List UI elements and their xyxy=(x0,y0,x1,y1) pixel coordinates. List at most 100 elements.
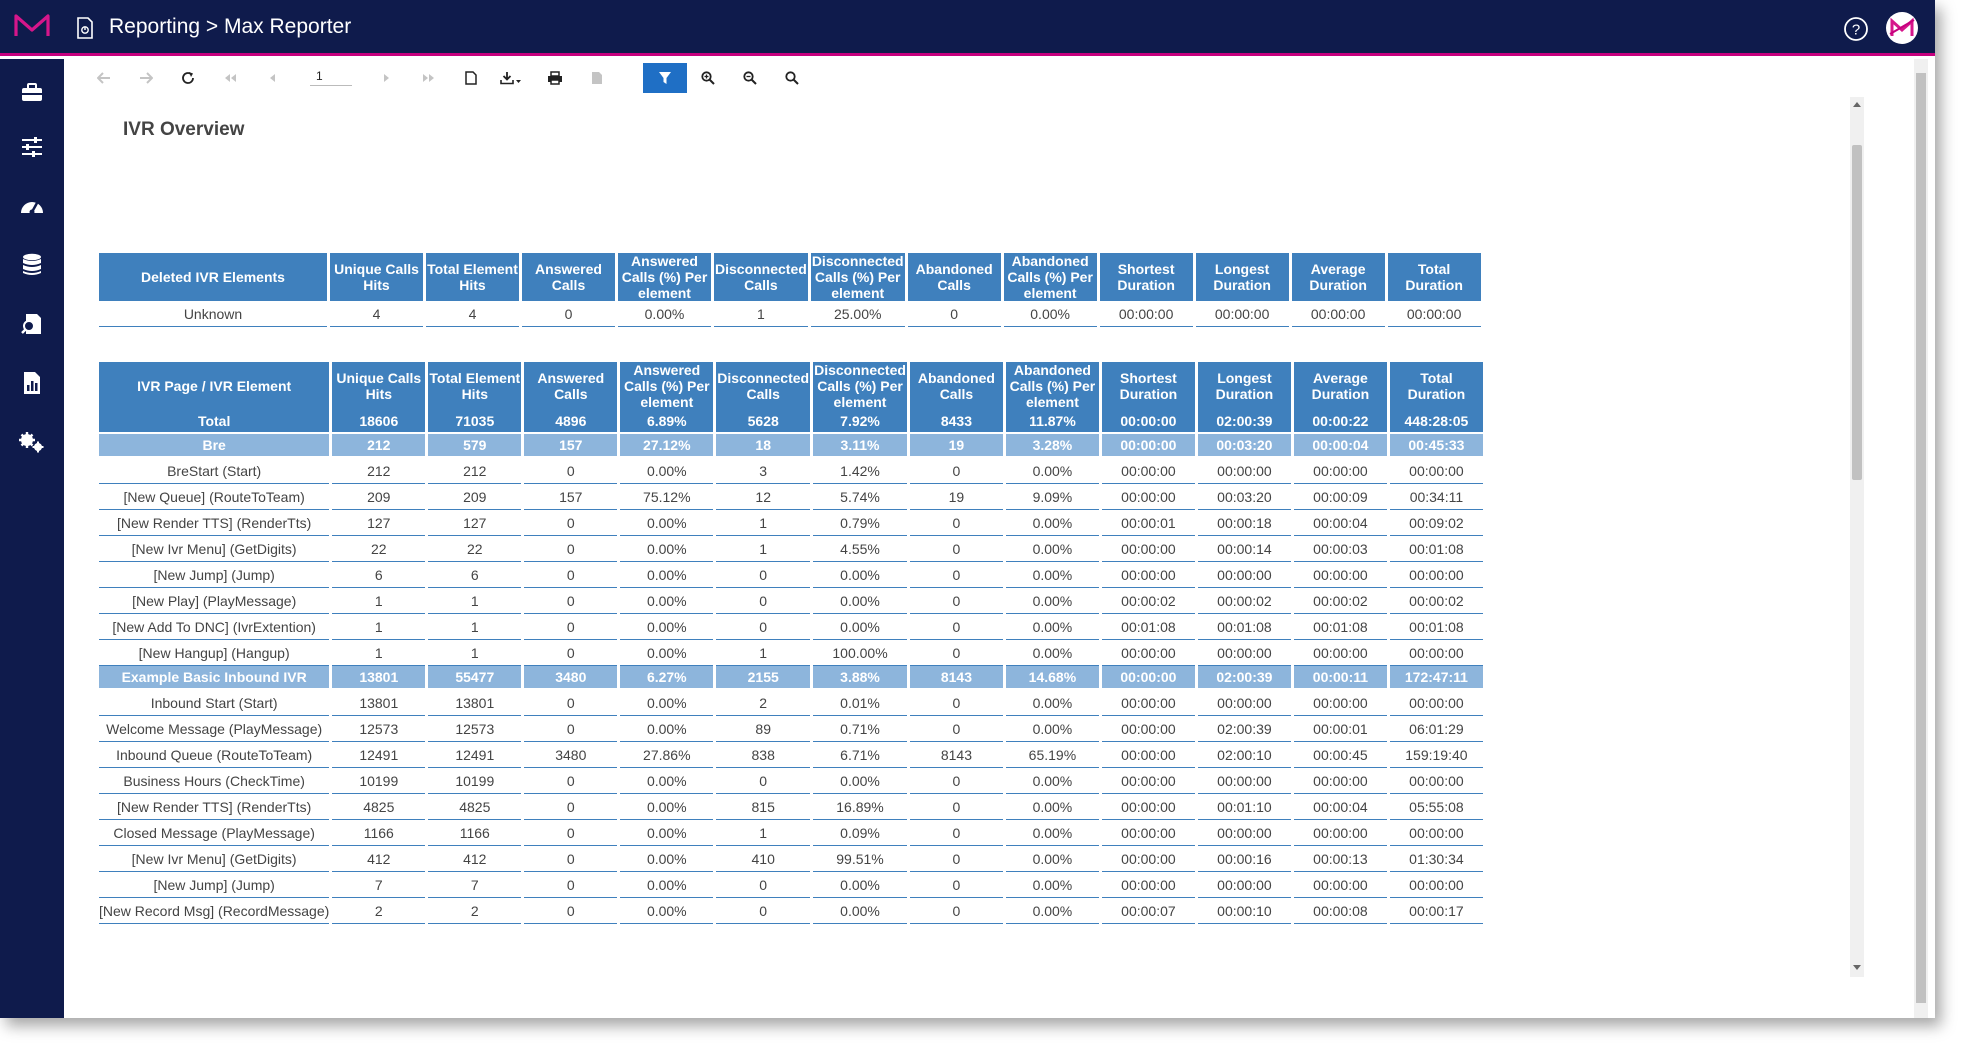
column-header[interactable]: Unique Calls Hits xyxy=(330,253,423,301)
first-page-button[interactable] xyxy=(217,66,243,90)
refresh-button[interactable] xyxy=(175,66,201,90)
table-cell: 18 xyxy=(716,434,811,458)
column-header[interactable]: Disconnected Calls (%) Per element xyxy=(810,253,905,301)
column-header[interactable]: Total Element Hits xyxy=(428,362,522,410)
sidebar-item-settings-sliders[interactable] xyxy=(16,131,48,163)
column-header[interactable]: Shortest Duration xyxy=(1099,253,1193,301)
table-cell: 0.01% xyxy=(813,690,907,716)
table-cell: 00:00:00 xyxy=(1389,872,1483,898)
sidebar-item-database[interactable] xyxy=(16,249,48,281)
user-avatar[interactable] xyxy=(1886,12,1918,44)
table-cell: 00:09:02 xyxy=(1389,510,1483,536)
column-header[interactable]: Longest Duration xyxy=(1195,253,1289,301)
sidebar-item-admin-settings[interactable] xyxy=(16,426,48,458)
page-scrollbar[interactable] xyxy=(1914,59,1928,1018)
table-cell: 05:55:08 xyxy=(1389,794,1483,820)
table-row: [New Add To DNC] (IvrExtention) 1 1 0 0.00% 0… xyxy=(99,614,1483,640)
table-cell: 71035 xyxy=(428,410,522,434)
sidebar-item-reporting[interactable] xyxy=(16,367,48,399)
table-cell: 8143 xyxy=(909,742,1003,768)
undo-button[interactable] xyxy=(91,66,117,90)
column-header[interactable]: Total Duration xyxy=(1387,253,1481,301)
table-cell: 7 xyxy=(332,872,426,898)
table-cell: 00:00:00 xyxy=(1101,434,1195,458)
column-header[interactable]: IVR Page / IVR Element xyxy=(99,362,330,410)
table-cell: 0.00% xyxy=(1005,458,1099,484)
table-cell: 9.09% xyxy=(1005,484,1099,510)
scroll-thumb[interactable] xyxy=(1852,145,1862,480)
sidebar-item-dashboard[interactable] xyxy=(16,190,48,222)
column-header[interactable]: Total Element Hits xyxy=(426,253,519,301)
table-cell: 0 xyxy=(909,588,1003,614)
table-cell: 00:00:13 xyxy=(1293,846,1387,872)
column-header[interactable]: Disconnected Calls xyxy=(714,253,808,301)
table-cell: 0.00% xyxy=(620,768,714,794)
zoom-in-button[interactable] xyxy=(695,66,721,90)
column-header[interactable]: Average Duration xyxy=(1291,253,1385,301)
column-header[interactable]: Answered Calls (%) Per element xyxy=(618,253,711,301)
column-header[interactable]: Disconnected Calls xyxy=(716,362,811,410)
column-header[interactable]: Abandoned Calls (%) Per element xyxy=(1003,253,1097,301)
table-cell: 00:00:00 xyxy=(1101,690,1195,716)
max-logo-icon[interactable] xyxy=(14,12,50,40)
briefcase-icon xyxy=(22,83,42,101)
scroll-up-arrow-icon[interactable] xyxy=(1853,102,1861,107)
report-scrollbar[interactable] xyxy=(1850,97,1864,977)
table-cell: 00:00:10 xyxy=(1197,898,1291,924)
column-header[interactable]: Disconnected Calls (%) Per element xyxy=(813,362,907,410)
filter-button[interactable] xyxy=(643,63,687,93)
table-cell: 6 xyxy=(428,562,522,588)
column-header[interactable]: Abandoned Calls (%) Per element xyxy=(1005,362,1099,410)
new-document-button[interactable] xyxy=(458,66,484,90)
table-cell: 4825 xyxy=(332,794,426,820)
column-header[interactable]: Total Duration xyxy=(1389,362,1483,410)
page-breadcrumb-title: Reporting > Max Reporter xyxy=(109,15,352,38)
column-header[interactable]: Abandoned Calls xyxy=(909,362,1003,410)
table-row: [New Queue] (RouteToTeam) 209 209 157 75.12%… xyxy=(99,484,1483,510)
zoom-out-button[interactable] xyxy=(737,66,763,90)
page-number-input[interactable] xyxy=(310,66,352,86)
table-cell: 12 xyxy=(716,484,811,510)
previous-page-button[interactable] xyxy=(259,66,285,90)
report-title: IVR Overview xyxy=(123,119,245,140)
table-cell: 0 xyxy=(909,846,1003,872)
table-cell: 0 xyxy=(716,588,811,614)
print-button[interactable] xyxy=(542,66,568,90)
print-page-button[interactable] xyxy=(584,66,610,90)
previous-page-icon xyxy=(270,74,275,82)
column-header[interactable]: Unique Calls Hits xyxy=(332,362,426,410)
arrow-forward-icon xyxy=(140,72,153,84)
scroll-down-arrow-icon[interactable] xyxy=(1853,965,1861,970)
settings-gears-icon xyxy=(19,432,44,453)
sidebar-item-search-reports[interactable] xyxy=(16,308,48,340)
column-header[interactable]: Answered Calls xyxy=(524,362,618,410)
column-header[interactable]: Average Duration xyxy=(1293,362,1387,410)
last-page-button[interactable] xyxy=(416,66,442,90)
zoom-out-icon xyxy=(743,71,757,85)
table-cell: 0.00% xyxy=(813,872,907,898)
export-dropdown-button[interactable] xyxy=(498,66,524,90)
table-cell: 0.00% xyxy=(620,510,714,536)
help-icon[interactable]: ? xyxy=(1843,16,1869,42)
sidebar-item-toolbox[interactable] xyxy=(16,77,48,109)
column-header[interactable]: Deleted IVR Elements xyxy=(99,253,327,301)
svg-text:?: ? xyxy=(1852,22,1860,39)
table-cell: 0 xyxy=(524,794,618,820)
table-cell: 00:00:00 xyxy=(1197,690,1291,716)
search-button[interactable] xyxy=(779,66,805,90)
table-cell: 89 xyxy=(716,716,811,742)
column-header[interactable]: Answered Calls (%) Per element xyxy=(620,362,714,410)
next-page-button[interactable] xyxy=(374,66,400,90)
column-header[interactable]: Shortest Duration xyxy=(1101,362,1195,410)
table-cell: 0.00% xyxy=(1005,768,1099,794)
table-cell: 0.00% xyxy=(620,898,714,924)
table-cell: 0.00% xyxy=(1005,614,1099,640)
column-header[interactable]: Answered Calls xyxy=(522,253,615,301)
table-cell: 00:00:00 xyxy=(1389,562,1483,588)
table-cell: 00:00:00 xyxy=(1101,484,1195,510)
redo-button[interactable] xyxy=(133,66,159,90)
column-header[interactable]: Abandoned Calls xyxy=(907,253,1001,301)
column-header[interactable]: Longest Duration xyxy=(1197,362,1291,410)
table-cell: 00:45:33 xyxy=(1389,434,1483,458)
page-scroll-thumb[interactable] xyxy=(1916,73,1926,1003)
